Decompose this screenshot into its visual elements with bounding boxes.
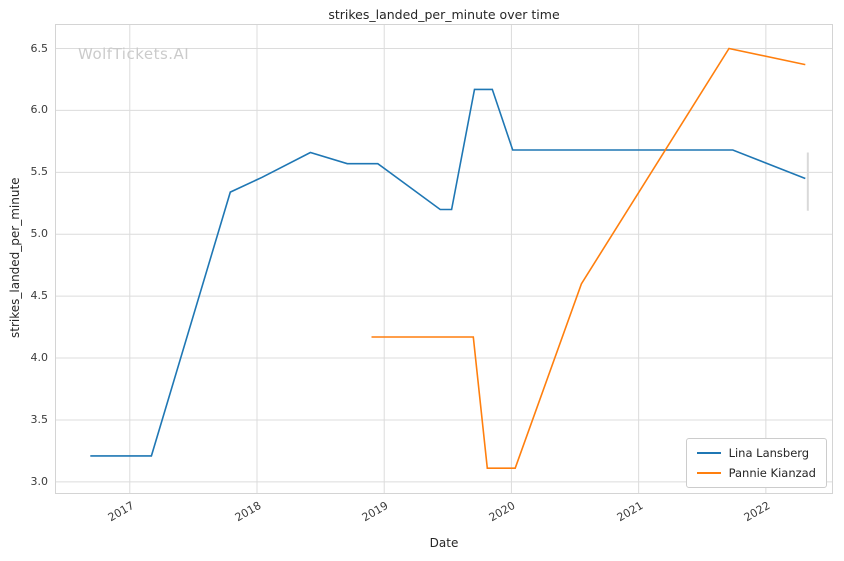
- y-tick-label: 5.0: [30, 227, 49, 241]
- y-tick-label: 6.0: [30, 103, 49, 117]
- legend: Lina Lansberg Pannie Kianzad: [685, 438, 827, 488]
- y-tick-label: 6.5: [30, 41, 49, 55]
- legend-line-swatch-pannie-kianzad: [696, 472, 721, 474]
- y-tick-label: 4.5: [30, 289, 49, 303]
- plot-area: WolfTickets.AI Lina Lansberg Pannie Kian…: [55, 24, 833, 494]
- y-axis-label: strikes_landed_per_minute: [8, 177, 22, 339]
- legend-label: Pannie Kianzad: [728, 466, 816, 480]
- x-tick-label: 2021: [614, 499, 646, 525]
- x-tick-label: 2017: [105, 499, 137, 525]
- y-tick-label: 5.5: [30, 165, 49, 179]
- watermark: WolfTickets.AI: [78, 45, 190, 63]
- legend-line-swatch-lina-lansberg: [696, 452, 721, 454]
- y-tick-label: 4.0: [30, 351, 49, 365]
- chart-title: strikes_landed_per_minute over time: [328, 7, 560, 22]
- y-tick-label: 3.0: [30, 474, 49, 488]
- x-axis-label: Date: [429, 536, 459, 550]
- y-tick-label: 3.5: [30, 412, 49, 426]
- legend-item: Lina Lansberg: [696, 446, 816, 460]
- series-line-1: [371, 47, 806, 470]
- x-tick-label: 2020: [487, 499, 518, 525]
- plot-canvas: [56, 25, 832, 493]
- x-tick-label: 2019: [359, 499, 391, 525]
- legend-label: Lina Lansberg: [728, 446, 810, 460]
- x-tick-label: 2022: [741, 499, 773, 525]
- legend-item: Pannie Kianzad: [696, 466, 816, 480]
- x-tick-label: 2018: [232, 499, 264, 525]
- series-line-0: [90, 88, 806, 457]
